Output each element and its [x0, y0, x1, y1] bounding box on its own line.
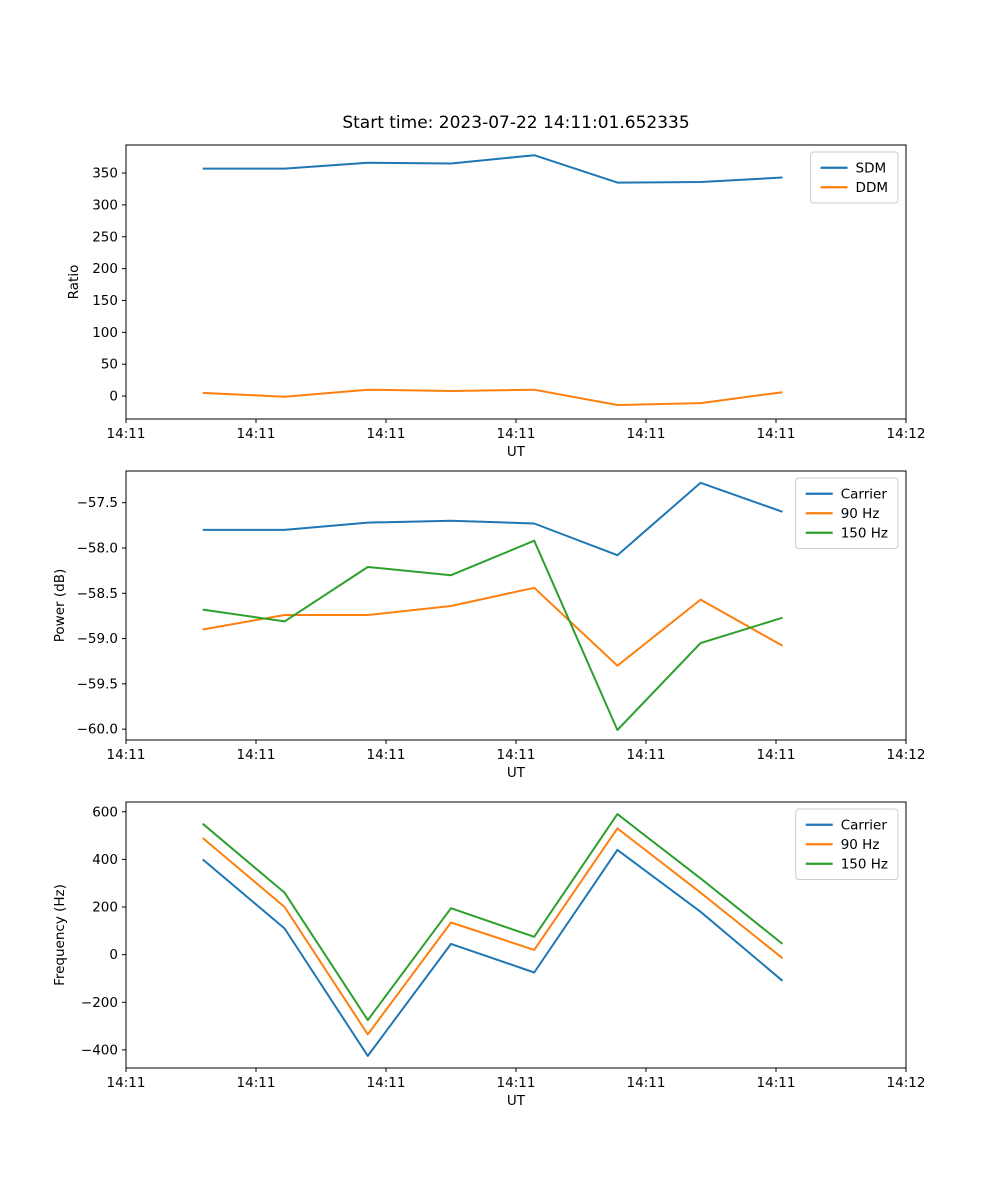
legend-box [795, 477, 899, 549]
legend: Carrier 90 Hz 150 Hz [795, 808, 899, 880]
x-tick-label: 14:12 [887, 747, 926, 763]
x-tick-label: 14:11 [367, 747, 406, 763]
y-tick-label: −60.0 [77, 722, 118, 738]
y-tick-label: −59.5 [77, 676, 118, 692]
y-axis-label: Frequency (Hz) [52, 884, 68, 986]
series-line-90-hz [202, 586, 783, 667]
x-tick-label: 14:11 [237, 426, 276, 442]
legend-label: Carrier [841, 486, 888, 502]
x-tick-label: 14:12 [887, 1075, 926, 1091]
y-tick-label: −58.0 [77, 540, 118, 556]
series-line-150-hz [202, 813, 784, 1022]
y-tick-label: 150 [92, 293, 118, 309]
legend-box [795, 808, 899, 880]
x-tick-label: 14:11 [497, 747, 536, 763]
x-tick-label: 14:11 [627, 747, 666, 763]
x-tick-label: 14:11 [627, 426, 666, 442]
x-tick-label: 14:11 [627, 1075, 666, 1091]
x-tick-label: 14:11 [107, 747, 146, 763]
x-tick-label: 14:11 [237, 747, 276, 763]
axes-frame [125, 470, 907, 741]
y-tick-label: 300 [92, 197, 118, 213]
x-tick-label: 14:11 [497, 426, 536, 442]
x-tick-label: 14:11 [757, 1075, 796, 1091]
x-axis-label: UT [507, 765, 526, 781]
series-line-sdm [202, 154, 783, 184]
x-tick-label: 14:11 [107, 426, 146, 442]
x-tick-label: 14:12 [887, 426, 926, 442]
y-tick-label: 200 [92, 900, 118, 916]
y-tick-label: 0 [109, 389, 118, 405]
y-tick-label: 600 [92, 804, 118, 820]
y-tick-label: −59.0 [77, 631, 118, 647]
axes-frame [125, 144, 907, 420]
y-axis-label: Ratio [66, 265, 82, 300]
series-line-ddm [202, 388, 783, 406]
legend-label: Carrier [841, 817, 888, 833]
series-line-carrier [202, 481, 783, 557]
x-tick-label: 14:11 [497, 1075, 536, 1091]
y-tick-label: 200 [92, 261, 118, 277]
x-tick-label: 14:11 [757, 426, 796, 442]
chart-3: −400 −200 0 200 400 600 14:11 14:11 14:11 14:11 14… [52, 801, 926, 1109]
y-tick-label: 0 [109, 947, 118, 963]
figure-title: Start time: 2023-07-22 14:11:01.652335 [342, 113, 690, 133]
legend-label: 90 Hz [841, 837, 880, 853]
y-tick-label: 250 [92, 229, 118, 245]
x-tick-label: 14:11 [367, 426, 406, 442]
legend-label: 150 Hz [841, 856, 888, 872]
y-tick-label: −200 [81, 995, 118, 1011]
x-axis-label: UT [507, 444, 526, 460]
legend-label: 150 Hz [841, 525, 888, 541]
legend: SDM DDM [810, 151, 899, 204]
chart-2: −60.0 −59.5 −59.0 −58.5 −58.0 −57.5 14:11 14:11… [52, 470, 926, 781]
x-axis-label: UT [507, 1093, 526, 1109]
y-axis-label: Power (dB) [52, 569, 68, 642]
legend-label: DDM [856, 180, 888, 196]
axes-frame [125, 801, 907, 1069]
x-tick-label: 14:11 [237, 1075, 276, 1091]
legend-label: SDM [856, 160, 887, 176]
x-tick-label: 14:11 [757, 747, 796, 763]
series-line-90-hz [202, 827, 784, 1036]
chart-1: 0 50 100 150 200 250 300 350 14:11 14:11 14:11 14:1… [66, 144, 926, 460]
y-tick-label: −58.5 [77, 586, 118, 602]
legend-box [810, 151, 899, 204]
y-tick-label: −57.5 [77, 495, 118, 511]
y-tick-label: 50 [101, 357, 118, 373]
y-tick-label: 400 [92, 852, 118, 868]
x-tick-label: 14:11 [367, 1075, 406, 1091]
y-tick-label: −400 [81, 1042, 118, 1058]
x-tick-label: 14:11 [107, 1075, 146, 1091]
y-tick-label: 350 [92, 166, 118, 182]
series-line-150-hz [202, 539, 783, 731]
legend-label: 90 Hz [841, 506, 880, 522]
series-line-carrier [202, 848, 784, 1057]
legend: Carrier 90 Hz 150 Hz [795, 477, 899, 549]
y-tick-label: 100 [92, 325, 118, 341]
